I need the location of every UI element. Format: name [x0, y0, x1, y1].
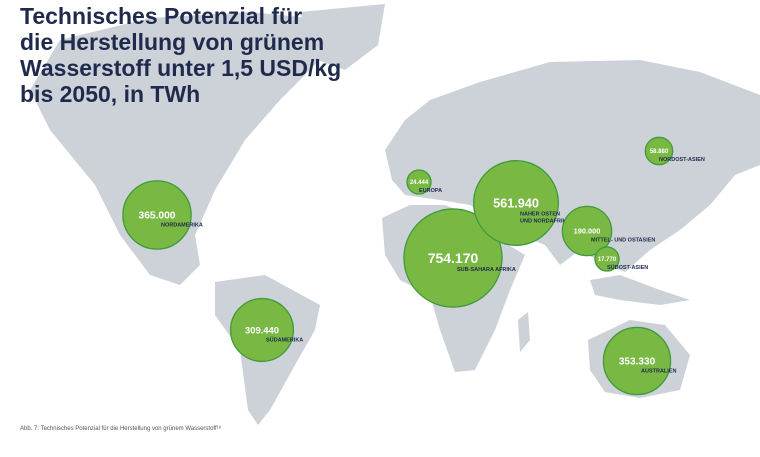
region-name: UND NORDAFRIKA [520, 218, 570, 224]
bubble [644, 136, 674, 166]
bubble [602, 326, 672, 396]
caption: Abb. 7: Technisches Potenzial für die He… [20, 425, 222, 432]
bubble [403, 208, 503, 308]
title-line: Wasserstoff unter 1,5 USD/kg [20, 55, 341, 81]
region-name: EUROPA [419, 188, 442, 194]
region-name: NAHER OSTEN [520, 211, 560, 217]
value-label: 353.330 [619, 357, 656, 368]
region-name: SUB-SAHARA AFRIKA [457, 267, 516, 273]
value-label: 190.000 [574, 227, 601, 236]
indonesia [590, 275, 690, 305]
value-label: 754.170 [428, 250, 479, 266]
region-name: MITTEL- UND OSTASIEN [591, 238, 655, 244]
value-label: 58.880 [650, 149, 669, 155]
greenland [300, 4, 385, 70]
value-label: 561.940 [493, 196, 539, 210]
region-name: AUSTRALIEN [641, 369, 676, 375]
madagascar [518, 312, 530, 352]
bubble [561, 205, 613, 257]
value-label: 365.000 [139, 211, 176, 222]
value-label: 17.770 [598, 257, 617, 263]
eurasia [385, 60, 760, 272]
north-america [30, 12, 330, 285]
bubble [594, 246, 620, 272]
region-name: NORDOST-ASIEN [659, 157, 705, 163]
bubble [122, 180, 192, 250]
region-name: NORDAMERIKA [161, 223, 203, 229]
region-name: SÜDOST-ASIEN [607, 264, 648, 271]
bubble [406, 169, 432, 195]
value-label: 24.444 [410, 180, 429, 186]
bubble [229, 297, 295, 363]
region-name: SÜDAMERIKA [266, 336, 303, 343]
title-line: Technisches Potenzial für [20, 3, 302, 29]
bubble [472, 159, 560, 247]
value-label: 309.440 [245, 324, 279, 335]
title-line: bis 2050, in TWh [20, 81, 200, 107]
title-line: die Herstellung von grünem [20, 29, 324, 55]
